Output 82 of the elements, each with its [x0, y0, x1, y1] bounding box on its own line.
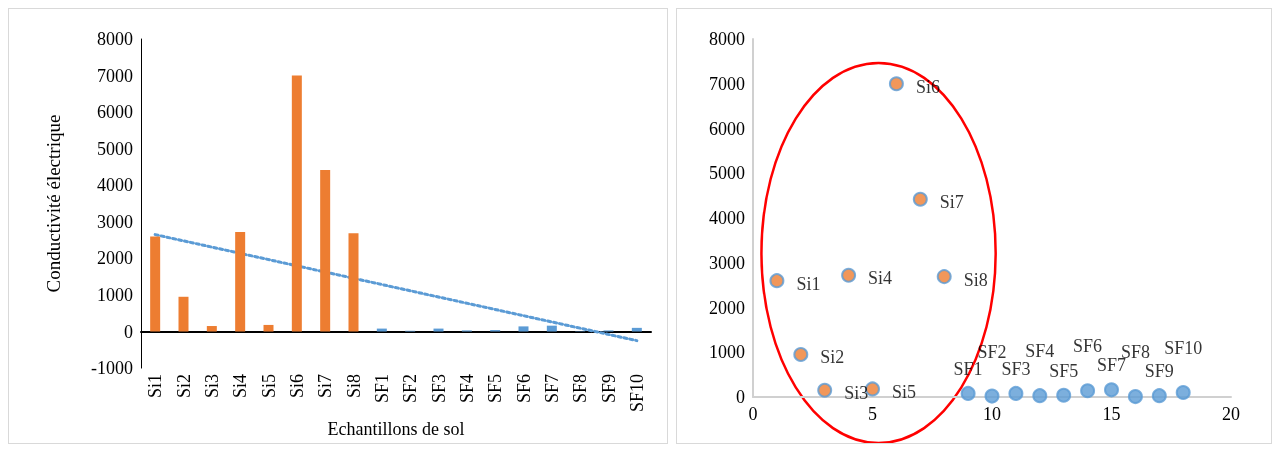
- data-label: Si2: [820, 347, 845, 368]
- bar: [150, 236, 161, 332]
- x-tick-label: Si8: [343, 374, 364, 399]
- y-tick-label: 8000: [97, 29, 133, 49]
- x-tick-label: Si2: [173, 374, 194, 399]
- y-tick-label: 5000: [709, 163, 745, 184]
- x-tick-label: SF9: [598, 374, 619, 404]
- point: [912, 191, 928, 207]
- data-label: Si7: [939, 192, 964, 213]
- bar: [291, 75, 302, 332]
- y-tick-label: 5000: [97, 138, 133, 159]
- bar: [320, 169, 331, 332]
- data-label: SF9: [1144, 361, 1174, 382]
- y-tick-label: -1000: [91, 358, 133, 379]
- data-label: Si4: [868, 268, 893, 289]
- bar: [263, 324, 274, 332]
- bar: [206, 326, 217, 332]
- point: [769, 273, 785, 289]
- y-axis-title: Conductivité électrique: [43, 114, 64, 293]
- bar: [546, 325, 557, 332]
- y-tick-label: 1000: [709, 342, 745, 363]
- data-label: SF10: [1164, 338, 1203, 359]
- y-tick-label: 6000: [709, 118, 745, 139]
- point: [936, 269, 952, 285]
- bar: [631, 327, 642, 332]
- x-tick-label: 15: [1102, 404, 1121, 424]
- point: [1104, 382, 1119, 398]
- x-tick-label: Si1: [145, 374, 166, 399]
- y-tick-label: 4000: [97, 175, 133, 196]
- x-tick-label: 20: [1222, 404, 1240, 424]
- point: [1032, 388, 1048, 404]
- data-label: Si1: [796, 273, 821, 294]
- x-tick-label: 10: [983, 404, 1001, 424]
- x-tick-label: SF1: [371, 374, 392, 404]
- x-tick-label: Si4: [230, 374, 251, 399]
- y-tick-label: 7000: [97, 65, 133, 86]
- x-tick-label: SF7: [541, 374, 562, 404]
- point: [1175, 385, 1191, 401]
- y-tick-label: 8000: [709, 29, 745, 49]
- point: [817, 382, 833, 398]
- x-tick-label: 0: [748, 404, 758, 424]
- point: [1151, 388, 1167, 404]
- bar: [178, 296, 189, 332]
- point: [888, 76, 904, 92]
- bar: [433, 328, 444, 332]
- x-tick-label: Si6: [286, 374, 307, 399]
- x-tick-label: Si7: [315, 374, 336, 399]
- x-tick-label: SF10: [626, 374, 647, 413]
- y-tick-label: 7000: [709, 73, 745, 94]
- y-tick-label: 1000: [97, 284, 133, 305]
- y-tick-label: 3000: [709, 252, 745, 273]
- point: [1080, 383, 1096, 399]
- x-tick-label: SF6: [513, 374, 534, 404]
- bar: [518, 326, 529, 332]
- y-tick-label: 6000: [97, 102, 133, 123]
- point: [1056, 387, 1072, 403]
- y-tick-label: 0: [124, 321, 133, 342]
- point: [841, 267, 857, 283]
- x-tick-label: SF4: [456, 374, 477, 404]
- y-tick-label: 4000: [709, 208, 745, 228]
- x-tick-label: SF5: [485, 374, 506, 404]
- point: [793, 346, 809, 362]
- data-label: Si8: [963, 269, 988, 290]
- data-label: SF6: [1073, 336, 1103, 357]
- y-tick-label: 2000: [97, 248, 133, 269]
- x-tick-label: SF8: [570, 374, 591, 404]
- point: [984, 388, 1000, 404]
- y-tick-label: 3000: [97, 211, 133, 232]
- x-tick-label: 5: [868, 404, 877, 424]
- point: [1008, 385, 1024, 401]
- bar: [376, 328, 387, 332]
- x-tick-label: Si5: [258, 374, 279, 399]
- x-tick-label: Si3: [201, 374, 222, 399]
- point: [1127, 389, 1143, 405]
- data-label: SF5: [1049, 360, 1079, 381]
- y-tick-label: 2000: [709, 297, 745, 318]
- bar: [348, 233, 359, 332]
- point: [960, 385, 976, 401]
- bar: [235, 232, 246, 332]
- x-tick-label: SF2: [400, 374, 421, 404]
- x-axis-title: Echantillons de sol: [327, 419, 465, 439]
- x-tick-label: SF3: [428, 374, 449, 404]
